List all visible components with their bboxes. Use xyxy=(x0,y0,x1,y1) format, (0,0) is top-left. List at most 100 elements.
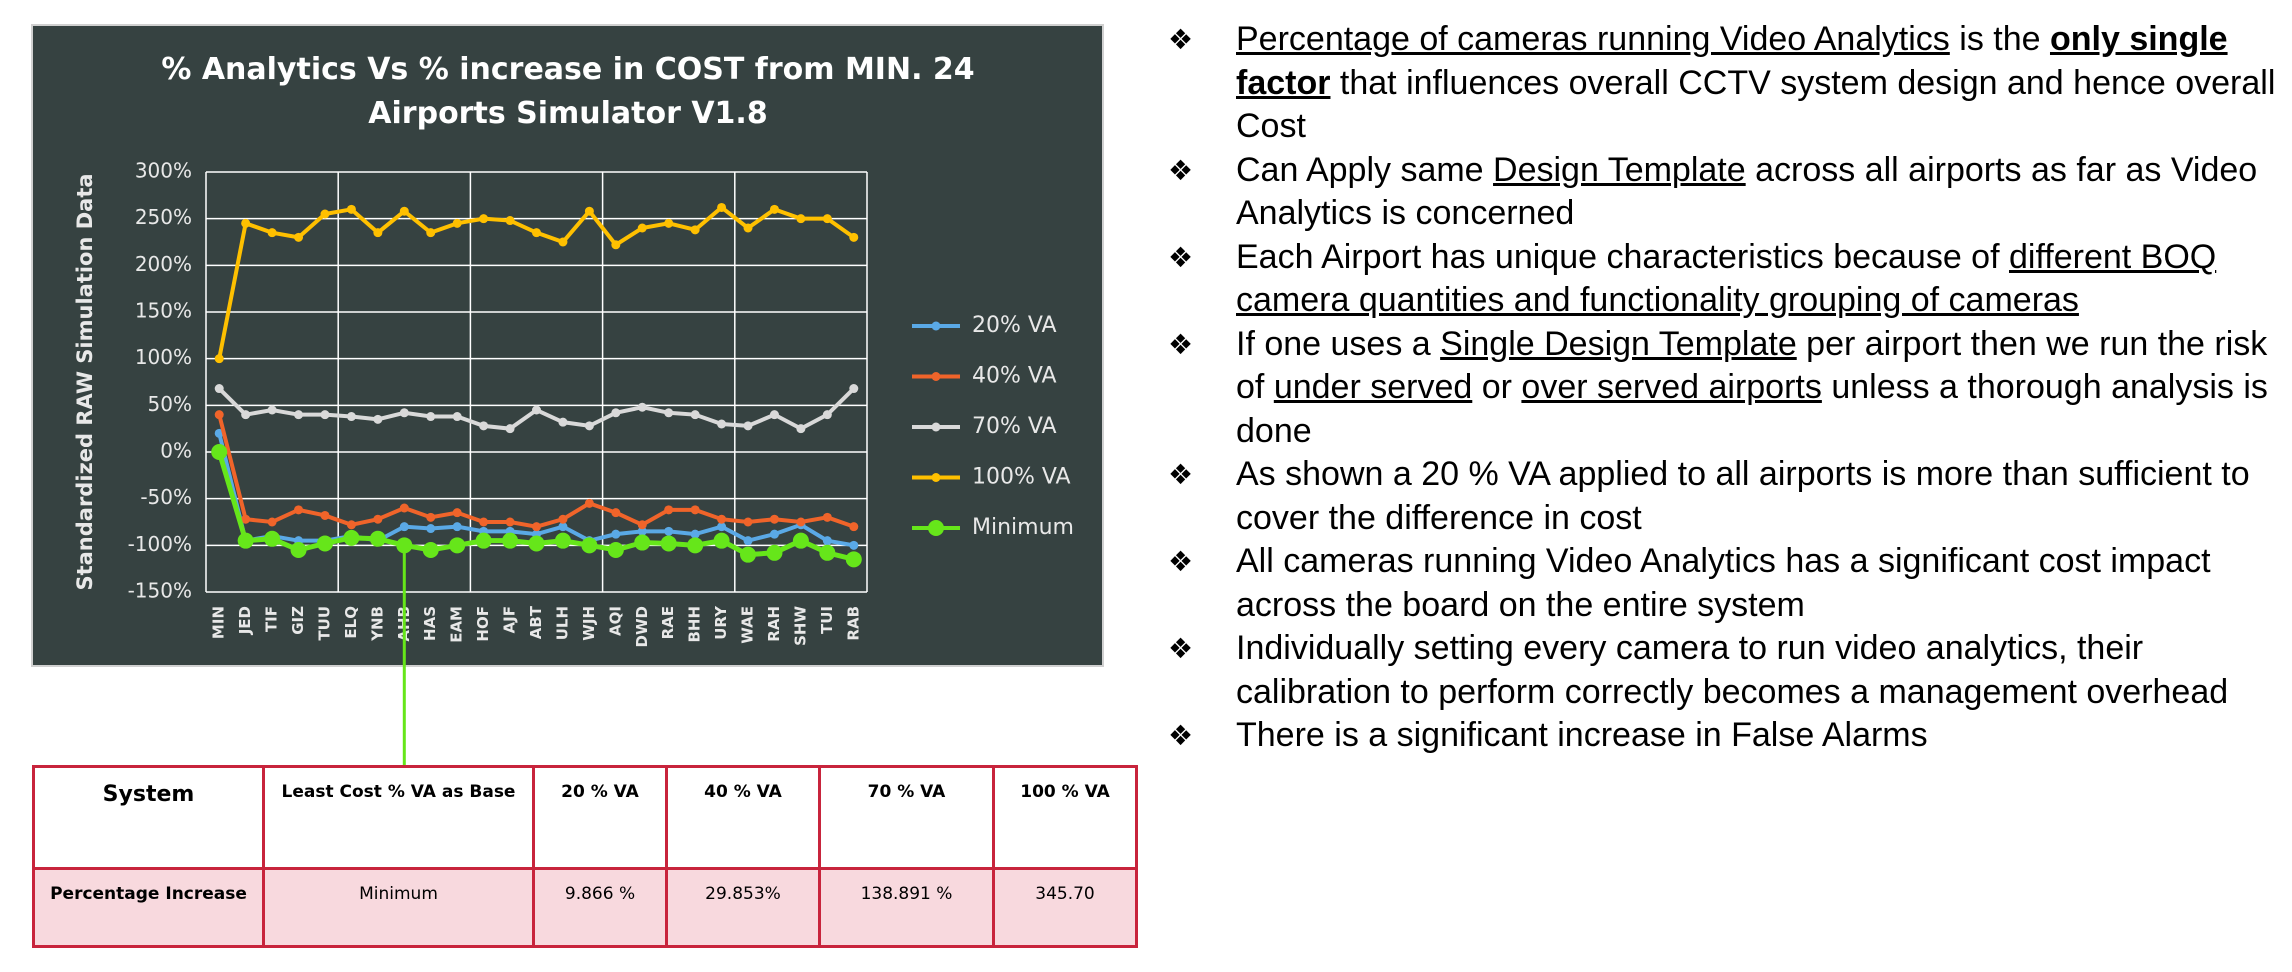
data-point xyxy=(214,410,224,420)
data-point xyxy=(769,529,779,539)
data-point xyxy=(267,405,277,415)
x-tick-label: HOF xyxy=(474,606,492,642)
data-point xyxy=(558,514,568,524)
x-tick-label: RAH xyxy=(765,606,783,642)
data-point xyxy=(717,514,727,524)
data-point xyxy=(584,421,594,431)
data-point xyxy=(422,542,439,558)
data-point xyxy=(690,225,700,235)
x-tick-label: SHW xyxy=(791,606,809,646)
bullet-text: Individually setting every camera to run… xyxy=(1236,629,2229,711)
data-point xyxy=(452,508,462,518)
data-point xyxy=(690,410,700,420)
bullet-text: is the xyxy=(1949,20,2050,58)
data-point xyxy=(796,517,806,527)
data-point xyxy=(743,421,753,431)
bullet-text: or xyxy=(1472,368,1522,406)
data-point xyxy=(532,522,541,532)
table-cell: 9.866 % xyxy=(532,867,668,948)
data-point xyxy=(558,237,568,247)
x-tick-label: TUI xyxy=(818,606,836,634)
x-tick-label: DWD xyxy=(633,606,651,647)
data-point xyxy=(396,537,413,554)
data-point xyxy=(637,526,647,536)
data-point xyxy=(637,520,647,530)
data-point xyxy=(822,536,832,546)
chart-title: % Analytics Vs % increase in COST from M… xyxy=(161,52,975,131)
data-point xyxy=(346,520,356,530)
data-point xyxy=(290,542,307,558)
data-point xyxy=(664,408,674,418)
y-tick-label: -150% xyxy=(128,579,192,603)
y-axis-label: Standardized RAW Simulation Data xyxy=(73,173,97,590)
data-point xyxy=(532,405,541,415)
data-point xyxy=(505,424,515,434)
x-tick-label: WAE xyxy=(739,606,757,644)
data-point xyxy=(528,535,545,552)
table-cell: 29.853% xyxy=(665,867,821,948)
data-point xyxy=(690,505,700,515)
x-tick-label: GIZ xyxy=(289,606,307,635)
data-point xyxy=(399,522,409,532)
data-point xyxy=(664,526,674,536)
results-table: System Least Cost % VA as Base 20 % VA 40 %… xyxy=(32,765,1138,948)
data-point xyxy=(373,414,383,424)
bullet: Can Apply same Design Template across al… xyxy=(1168,149,2283,236)
bullet: If one uses a Single Design Template per… xyxy=(1168,323,2283,454)
bullet: Each Airport has unique characteristics … xyxy=(1168,236,2283,323)
data-point xyxy=(399,503,409,513)
data-point xyxy=(713,532,730,549)
data-point xyxy=(769,204,779,214)
data-point xyxy=(849,540,859,550)
y-tick-label: 150% xyxy=(135,299,192,323)
bullet: As shown a 20 % VA applied to all airpor… xyxy=(1168,453,2283,540)
data-point xyxy=(452,412,462,422)
data-point xyxy=(796,214,806,224)
legend-label: 100% VA xyxy=(972,465,1071,490)
bullet-text: across all airports as far as Video Anal… xyxy=(1236,150,2258,233)
data-point xyxy=(611,240,621,250)
x-tick-label: ELQ xyxy=(342,606,360,639)
data-point xyxy=(611,508,621,518)
data-point xyxy=(369,530,386,547)
data-point xyxy=(267,228,277,238)
bullet: Percentage of cameras running Video Anal… xyxy=(1168,18,2283,149)
bullet-text: unless a thorough analysis is done xyxy=(1236,368,2268,450)
data-point xyxy=(554,532,571,549)
x-tick-label: RAE xyxy=(659,606,677,639)
header-cell: System xyxy=(32,765,265,870)
data-point xyxy=(743,517,753,527)
data-point xyxy=(373,514,383,524)
data-point xyxy=(687,537,704,554)
bullet-text: Design Template xyxy=(1493,150,1746,189)
data-point xyxy=(769,514,779,524)
bullet-list: Percentage of cameras running Video Anal… xyxy=(1168,18,2283,758)
data-point xyxy=(584,206,594,216)
data-point xyxy=(690,529,700,539)
data-point xyxy=(792,532,809,549)
data-point xyxy=(845,551,862,568)
y-tick-label: -100% xyxy=(128,532,192,556)
header-cell: Least Cost % VA as Base xyxy=(262,765,535,870)
data-point xyxy=(611,529,621,539)
data-point xyxy=(607,542,624,558)
bullet: There is a significant increase in False… xyxy=(1168,714,2283,758)
table-row: Percentage Increase Minimum 9.866 % 29.853%… xyxy=(32,867,1138,948)
data-point xyxy=(346,412,356,422)
bullet: Individually setting every camera to run… xyxy=(1168,627,2283,714)
bullet-text: Single Design Template xyxy=(1440,324,1797,363)
data-point xyxy=(479,214,489,224)
y-tick-label: 250% xyxy=(135,205,192,229)
data-point xyxy=(819,544,836,561)
bullet-text: that influences overall CCTV system desi… xyxy=(1236,63,2276,146)
x-tick-label: ULH xyxy=(553,606,571,640)
header-cell: 100 % VA xyxy=(992,765,1138,870)
data-point xyxy=(346,204,356,214)
data-point xyxy=(241,514,251,524)
data-point xyxy=(766,544,783,561)
data-point xyxy=(660,535,677,552)
data-point xyxy=(849,522,859,532)
legend-marker xyxy=(931,372,941,381)
data-point xyxy=(664,505,674,515)
